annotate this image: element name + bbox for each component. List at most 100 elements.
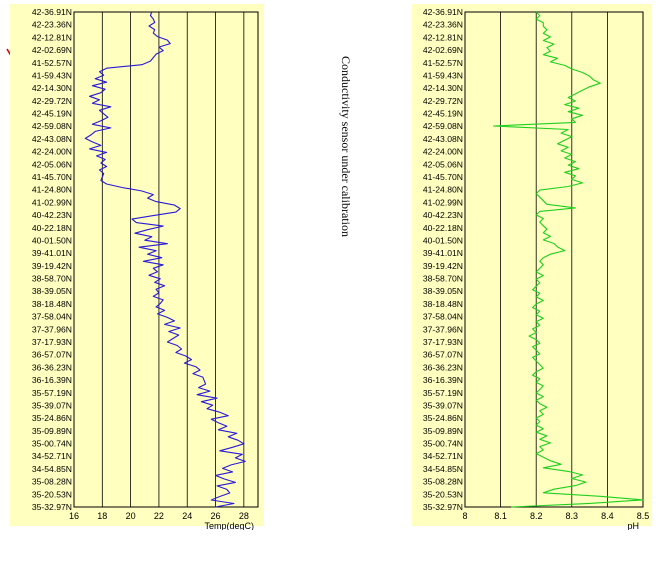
latitude-label: 42-36.91N: [32, 7, 72, 17]
x-tick-label: 22: [154, 511, 164, 521]
x-tick-label: 8.5: [637, 511, 650, 521]
x-tick-label: 8.4: [601, 511, 614, 521]
latitude-label: 35-32.97N: [423, 502, 463, 512]
latitude-label: 36-16.39N: [32, 375, 72, 385]
series-line-0: [492, 11, 644, 508]
latitude-label: 34-52.71N: [423, 451, 463, 461]
latitude-label: 38-58.70N: [32, 274, 72, 284]
latitude-label: 42-12.81N: [423, 32, 463, 42]
latitude-label: 42-29.72N: [32, 96, 72, 106]
latitude-label: 38-39.05N: [32, 286, 72, 296]
latitude-label: 42-43.08N: [32, 134, 72, 144]
latitude-label: 42-23.36N: [32, 20, 72, 30]
latitude-label: 41-45.70N: [32, 172, 72, 182]
latitude-label: 41-52.57N: [423, 58, 463, 68]
latitude-label: 36-36.23N: [423, 362, 463, 372]
latitude-label: 36-16.39N: [423, 375, 463, 385]
latitude-label: 35-09.89N: [423, 426, 463, 436]
latitude-label: 35-57.19N: [32, 388, 72, 398]
latitude-label: 42-59.08N: [32, 121, 72, 131]
latitude-label: 39-41.01N: [32, 248, 72, 258]
latitude-label: 41-02.99N: [32, 197, 72, 207]
latitude-label: 35-00.74N: [423, 439, 463, 449]
latitude-label: 42-23.36N: [423, 20, 463, 30]
latitude-label: 35-39.07N: [32, 400, 72, 410]
latitude-label: 37-58.04N: [423, 312, 463, 322]
latitude-label: 36-36.23N: [32, 362, 72, 372]
latitude-label: 42-14.30N: [32, 83, 72, 93]
latitude-label: 37-17.93N: [423, 337, 463, 347]
latitude-label: 42-05.06N: [423, 159, 463, 169]
plot-area-border: [73, 11, 259, 508]
latitude-label: 39-19.42N: [32, 261, 72, 271]
latitude-label: 42-59.08N: [423, 121, 463, 131]
latitude-label: 38-39.05N: [423, 286, 463, 296]
x-tick-label: 24: [182, 511, 192, 521]
latitude-label: 38-58.70N: [423, 274, 463, 284]
latitude-label: 39-41.01N: [423, 248, 463, 258]
ph-profile-chart: 8 8.1 8.2 8.3 8.4 8.5pH 42-36.91N 42-23.36N 42-1…: [412, 4, 652, 530]
x-tick-label: 8.1: [494, 511, 507, 521]
latitude-label: 35-24.86N: [32, 413, 72, 423]
latitude-label: 40-22.18N: [423, 223, 463, 233]
latitude-label: 40-22.18N: [32, 223, 72, 233]
latitude-label: 41-52.57N: [32, 58, 72, 68]
latitude-label: 41-45.70N: [423, 172, 463, 182]
latitude-label: 35-09.89N: [32, 426, 72, 436]
x-tick-label: 8.2: [530, 511, 543, 521]
latitude-label: 40-42.23N: [423, 210, 463, 220]
latitude-label: 42-12.81N: [32, 32, 72, 42]
latitude-label: 42-05.06N: [32, 159, 72, 169]
x-axis-title: pH: [627, 521, 639, 530]
latitude-label: 39-19.42N: [423, 261, 463, 271]
latitude-label: 42-24.00N: [423, 147, 463, 157]
latitude-label: 41-24.80N: [32, 185, 72, 195]
latitude-label: 35-20.53N: [32, 489, 72, 499]
latitude-label: 42-43.08N: [423, 134, 463, 144]
latitude-label: 38-18.48N: [32, 299, 72, 309]
latitude-label: 41-24.80N: [423, 185, 463, 195]
latitude-label: 34-54.85N: [423, 464, 463, 474]
x-tick-label: 18: [97, 511, 107, 521]
latitude-label: 35-20.53N: [423, 489, 463, 499]
x-tick-label: 8: [462, 511, 467, 521]
latitude-label: 42-29.72N: [423, 96, 463, 106]
series-line-0: [84, 11, 246, 508]
latitude-label: 40-42.23N: [32, 210, 72, 220]
latitude-label: 38-18.48N: [423, 299, 463, 309]
x-tick-label: 20: [126, 511, 136, 521]
latitude-label: 35-00.74N: [32, 439, 72, 449]
x-tick-label: 28: [239, 511, 249, 521]
latitude-label: 42-45.19N: [423, 109, 463, 119]
latitude-label: 42-45.19N: [32, 109, 72, 119]
latitude-label: 35-24.86N: [423, 413, 463, 423]
latitude-label: 35-08.28N: [423, 477, 463, 487]
x-tick-label: 16: [69, 511, 79, 521]
chart-panel-background: [10, 4, 264, 526]
latitude-label: 41-59.43N: [32, 70, 72, 80]
latitude-label: 37-37.96N: [32, 324, 72, 334]
x-tick-label: 26: [211, 511, 221, 521]
latitude-label: 35-32.97N: [32, 502, 72, 512]
x-axis-title: Temp(degC): [204, 521, 254, 530]
latitude-label: 41-59.43N: [423, 70, 463, 80]
latitude-label: 37-37.96N: [423, 324, 463, 334]
latitude-label: 37-58.04N: [32, 312, 72, 322]
latitude-label: 41-02.99N: [423, 197, 463, 207]
latitude-label: 42-24.00N: [32, 147, 72, 157]
latitude-label: 35-08.28N: [32, 477, 72, 487]
latitude-label: 42-36.91N: [423, 7, 463, 17]
x-tick-label: 8.3: [566, 511, 579, 521]
latitude-label: 40-01.50N: [32, 235, 72, 245]
latitude-label: 34-52.71N: [32, 451, 72, 461]
calibration-note: Conductivity sensor under calibration: [339, 56, 353, 237]
latitude-label: 35-57.19N: [423, 388, 463, 398]
latitude-label: 42-14.30N: [423, 83, 463, 93]
latitude-label: 40-01.50N: [423, 235, 463, 245]
latitude-label: 36-57.07N: [423, 350, 463, 360]
latitude-label: 34-54.85N: [32, 464, 72, 474]
latitude-label: 42-02.69N: [32, 45, 72, 55]
chart-panel-background: [412, 4, 652, 526]
